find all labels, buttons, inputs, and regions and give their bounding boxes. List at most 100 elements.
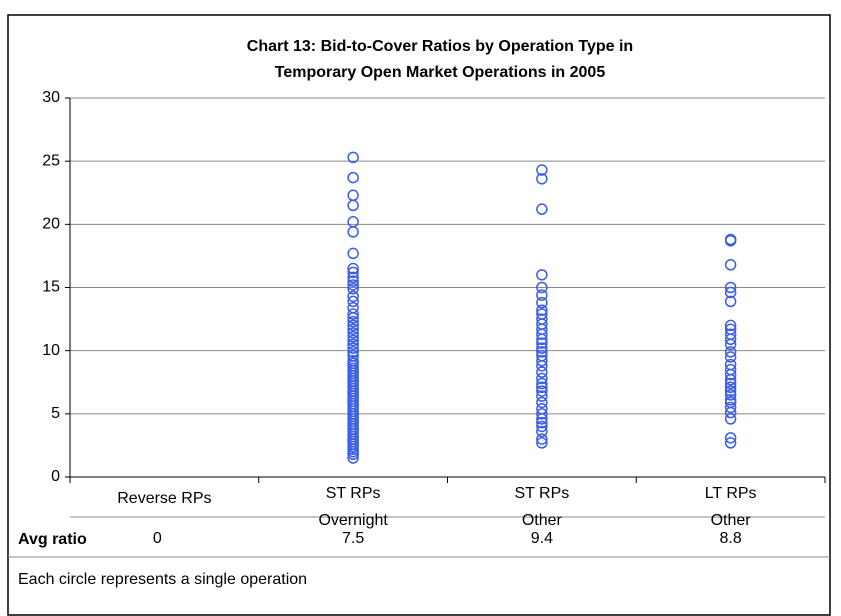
point xyxy=(536,173,548,185)
point xyxy=(536,269,548,281)
point xyxy=(347,275,359,287)
point xyxy=(347,199,359,212)
point xyxy=(536,377,548,390)
point xyxy=(536,372,548,385)
point xyxy=(347,312,359,324)
point xyxy=(724,432,737,444)
x-tick-label: Reverse RPs xyxy=(117,490,211,507)
point xyxy=(536,390,548,402)
point xyxy=(347,171,359,184)
point xyxy=(347,346,359,358)
avg-value: 7.5 xyxy=(342,530,364,547)
note: Each circle represents a single operatio… xyxy=(18,571,307,588)
point xyxy=(536,408,548,420)
point xyxy=(536,385,548,397)
point xyxy=(536,289,548,301)
y-tick-label: 0 xyxy=(51,468,60,485)
point xyxy=(724,368,737,381)
chart-frame xyxy=(7,14,831,616)
point xyxy=(724,281,737,294)
point xyxy=(536,416,548,429)
avg-value: 8.8 xyxy=(720,530,742,547)
point xyxy=(347,290,359,303)
point xyxy=(724,381,737,394)
avg-value: 0 xyxy=(153,530,162,547)
y-tick-label: 20 xyxy=(42,216,60,233)
point xyxy=(347,331,359,343)
chart-title: Chart 13: Bid-to-Cover Ratios by Operati… xyxy=(247,38,633,55)
x-tick-label: ST RPs xyxy=(514,485,569,502)
point xyxy=(347,452,359,464)
point xyxy=(536,396,548,409)
point xyxy=(347,279,359,291)
point xyxy=(536,433,548,445)
chart-title: Temporary Open Market Operations in 2005 xyxy=(275,64,606,81)
point xyxy=(347,262,359,275)
point xyxy=(347,247,359,260)
y-tick-label: 5 xyxy=(51,405,60,422)
point xyxy=(724,235,737,247)
point xyxy=(724,259,737,271)
y-tick-label: 15 xyxy=(42,279,60,296)
point xyxy=(347,323,359,335)
point xyxy=(347,308,359,320)
point xyxy=(536,333,548,346)
point xyxy=(347,151,359,164)
point xyxy=(536,366,548,378)
avg-value: 9.4 xyxy=(531,530,553,547)
point xyxy=(724,346,737,358)
point xyxy=(536,328,548,340)
point xyxy=(724,319,737,332)
point xyxy=(536,304,548,316)
y-tick-label: 25 xyxy=(42,152,60,169)
point xyxy=(347,315,359,328)
point xyxy=(724,286,737,299)
point xyxy=(347,283,359,295)
x-tick-label: ST RPs xyxy=(326,485,381,502)
point xyxy=(536,342,548,354)
point xyxy=(724,413,737,425)
point xyxy=(724,373,737,386)
point xyxy=(724,338,737,351)
point xyxy=(347,226,359,238)
point xyxy=(724,406,737,419)
point xyxy=(536,355,548,367)
point xyxy=(347,338,359,351)
point xyxy=(347,448,359,461)
point xyxy=(347,319,359,332)
point xyxy=(724,437,737,449)
avg-label: Avg ratio xyxy=(18,531,87,548)
point xyxy=(347,327,359,339)
point xyxy=(347,266,359,279)
point xyxy=(347,342,359,354)
point xyxy=(536,381,548,394)
point xyxy=(347,295,359,308)
point xyxy=(536,296,548,309)
point xyxy=(724,401,737,414)
point xyxy=(536,203,548,215)
x-tick-label: Other xyxy=(711,512,752,529)
y-tick-label: 30 xyxy=(42,89,60,106)
point xyxy=(536,420,548,433)
point xyxy=(724,351,737,363)
point xyxy=(536,413,548,425)
point xyxy=(536,425,548,438)
point xyxy=(347,334,359,347)
x-tick-label: LT RPs xyxy=(705,485,757,502)
point xyxy=(724,295,737,308)
point xyxy=(536,337,548,349)
point xyxy=(347,271,359,284)
point xyxy=(536,346,548,358)
point xyxy=(536,281,548,294)
x-tick-label: Other xyxy=(522,512,563,529)
point xyxy=(724,385,737,397)
x-tick-label: Overnight xyxy=(318,512,388,529)
point xyxy=(724,389,737,401)
point xyxy=(536,360,548,372)
point xyxy=(724,377,737,390)
point xyxy=(724,333,737,346)
y-tick-label: 10 xyxy=(42,342,60,359)
point xyxy=(536,164,548,176)
